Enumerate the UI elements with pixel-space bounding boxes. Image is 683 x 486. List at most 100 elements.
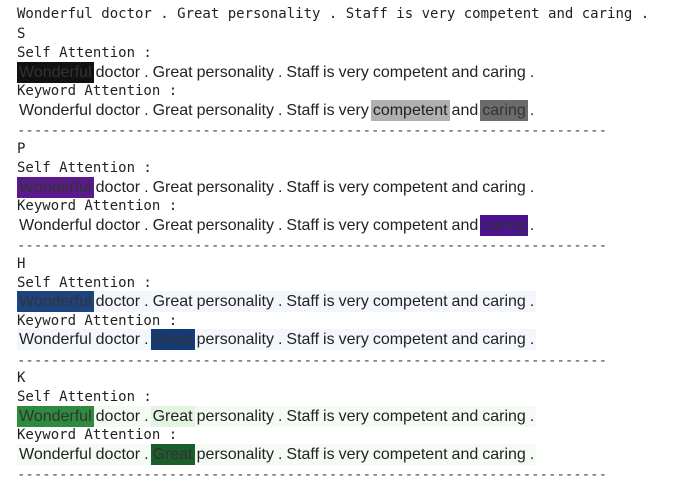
attention-token: . [275, 329, 285, 350]
attention-token: Wonderful [17, 444, 94, 465]
attention-token: is [321, 444, 337, 465]
attention-token: . [142, 444, 151, 465]
attention-token: . [527, 329, 537, 350]
attention-token: very [336, 215, 371, 236]
attention-token: . [527, 177, 537, 198]
separator: ----------------------------------------… [17, 239, 607, 253]
attention-token: Staff [284, 215, 322, 236]
attention-token: . [142, 215, 151, 236]
attention-token: . [142, 406, 151, 427]
attention-token: Great [150, 100, 195, 121]
attention-token: . [142, 177, 151, 198]
attention-token: Staff [284, 100, 322, 121]
attention-token: is [321, 329, 337, 350]
attention-token: Wonderful [17, 329, 94, 350]
attention-token: . [142, 100, 151, 121]
keyword-attention-label: Keyword Attention : [17, 427, 178, 443]
attention-token: . [275, 291, 285, 312]
attention-token: . [275, 444, 285, 465]
attention-token: Wonderful [17, 100, 94, 121]
attention-token: very [336, 444, 371, 465]
attention-token: caring [480, 177, 528, 198]
attention-token: Great [150, 291, 195, 312]
attention-token: Great [150, 406, 195, 427]
attention-token: caring [480, 444, 528, 465]
attention-token: Staff [284, 329, 322, 350]
attention-token: very [336, 291, 371, 312]
block-letter: H [17, 256, 26, 272]
attention-token: personality [194, 100, 276, 121]
attention-token: and [449, 100, 481, 121]
attention-token: is [321, 177, 337, 198]
attention-token: doctor [93, 291, 143, 312]
separator: ----------------------------------------… [17, 354, 607, 368]
attention-token: . [527, 100, 537, 121]
attention-token: competent [370, 62, 450, 83]
attention-token: personality [194, 291, 276, 312]
attention-token: doctor [93, 215, 143, 236]
attention-token: doctor [93, 100, 143, 121]
keyword-attention-label: Keyword Attention : [17, 313, 178, 329]
attention-token: and [449, 291, 481, 312]
attention-token: Great [150, 444, 195, 465]
attention-token: caring [480, 329, 528, 350]
attention-token: and [449, 177, 481, 198]
attention-token: Great [150, 329, 195, 350]
attention-token: . [527, 406, 537, 427]
attention-token: caring [480, 406, 528, 427]
attention-token: doctor [93, 177, 143, 198]
attention-token: caring [480, 100, 528, 121]
attention-token: . [142, 291, 151, 312]
sentence-header: Wonderful doctor . Great personality . S… [17, 6, 650, 22]
block-letter: K [17, 370, 26, 386]
attention-token: . [527, 444, 537, 465]
keyword-attention-row: Wonderful doctor. Great personality. Staff is… [17, 100, 537, 121]
attention-token: personality [194, 177, 276, 198]
attention-token: personality [194, 62, 276, 83]
attention-token: is [321, 291, 337, 312]
attention-token: competent [370, 215, 450, 236]
keyword-attention-row: Wonderful doctor. Great personality. Staff is… [17, 215, 537, 236]
attention-token: and [449, 406, 481, 427]
attention-token: Wonderful [17, 291, 94, 312]
block-letter: P [17, 141, 26, 157]
attention-token: . [275, 100, 285, 121]
attention-token: . [275, 177, 285, 198]
attention-token: . [142, 329, 151, 350]
self-attention-row: Wonderful doctor. Great personality. Staff is… [17, 177, 537, 198]
attention-token: very [336, 177, 371, 198]
attention-token: competent [370, 444, 450, 465]
attention-token: Wonderful [17, 406, 94, 427]
attention-token: personality [194, 215, 276, 236]
attention-token: is [321, 406, 337, 427]
attention-token: . [142, 62, 151, 83]
attention-token: doctor [93, 329, 143, 350]
attention-token: is [321, 62, 337, 83]
keyword-attention-label: Keyword Attention : [17, 198, 178, 214]
attention-token: personality [194, 444, 276, 465]
self-attention-label: Self Attention : [17, 160, 152, 176]
self-attention-label: Self Attention : [17, 275, 152, 291]
attention-token: Wonderful [17, 215, 94, 236]
attention-token: very [336, 100, 371, 121]
attention-token: Great [150, 62, 195, 83]
attention-token: and [449, 444, 481, 465]
attention-token: . [275, 406, 285, 427]
attention-token: very [336, 62, 371, 83]
keyword-attention-label: Keyword Attention : [17, 83, 178, 99]
attention-token: Great [150, 177, 195, 198]
attention-token: competent [370, 406, 450, 427]
attention-token: is [321, 215, 337, 236]
attention-token: competent [370, 100, 450, 121]
attention-token: and [449, 215, 481, 236]
attention-token: Staff [284, 444, 322, 465]
attention-token: competent [370, 329, 450, 350]
attention-token: doctor [93, 62, 143, 83]
attention-token: Staff [284, 406, 322, 427]
attention-token: Staff [284, 177, 322, 198]
separator: ----------------------------------------… [17, 124, 607, 138]
keyword-attention-row: Wonderful doctor. Great personality. Staff is… [17, 329, 537, 350]
self-attention-label: Self Attention : [17, 389, 152, 405]
attention-token: Staff [284, 291, 322, 312]
attention-token: Staff [284, 62, 322, 83]
